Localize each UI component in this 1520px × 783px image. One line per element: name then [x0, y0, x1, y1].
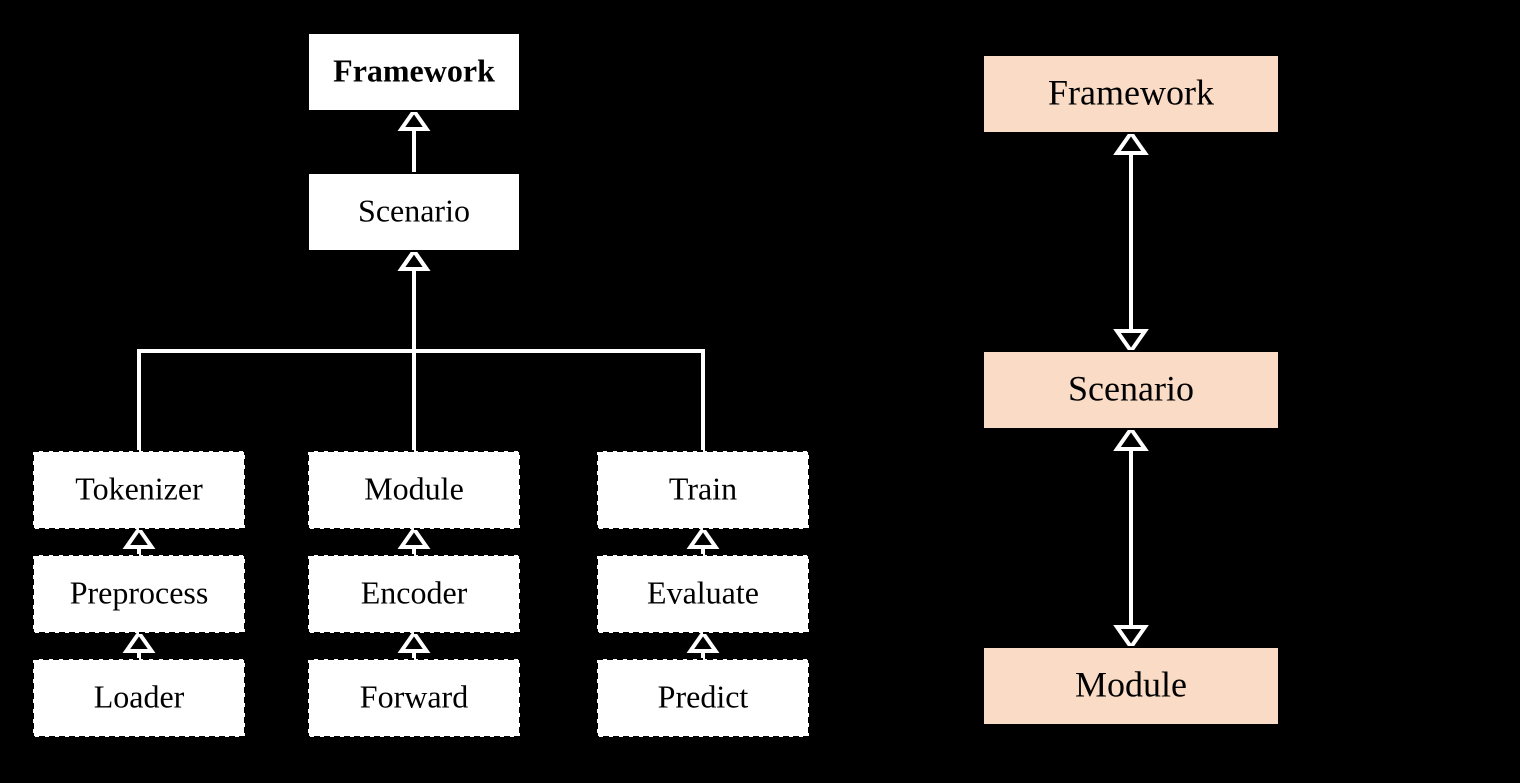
node-label-train: Train [669, 470, 737, 506]
node-label-loader: Loader [94, 678, 185, 714]
node-loader: Loader [33, 659, 245, 737]
node-label-scenario_right: Scenario [1068, 368, 1194, 408]
node-label-module: Module [364, 470, 464, 506]
node-framework_right: Framework [983, 55, 1279, 133]
node-label-encoder: Encoder [361, 574, 468, 610]
node-predict: Predict [597, 659, 809, 737]
node-train: Train [597, 451, 809, 529]
node-evaluate: Evaluate [597, 555, 809, 633]
node-label-preprocess: Preprocess [70, 574, 209, 610]
architecture-diagram: Framework Scenario Tokenizer Preprocess Load… [0, 0, 1520, 783]
node-label-framework_left: Framework [333, 52, 495, 88]
node-label-evaluate: Evaluate [647, 574, 759, 610]
node-label-predict: Predict [658, 678, 749, 714]
node-encoder: Encoder [308, 555, 520, 633]
node-label-module_right: Module [1075, 664, 1187, 704]
node-forward: Forward [308, 659, 520, 737]
node-preprocess: Preprocess [33, 555, 245, 633]
node-module_right: Module [983, 647, 1279, 725]
node-scenario_right: Scenario [983, 351, 1279, 429]
node-scenario_left: Scenario [308, 173, 520, 251]
node-tokenizer: Tokenizer [33, 451, 245, 529]
node-label-framework_right: Framework [1048, 72, 1214, 112]
node-label-forward: Forward [360, 678, 468, 714]
node-framework_left: Framework [308, 33, 520, 111]
node-module: Module [308, 451, 520, 529]
node-label-scenario_left: Scenario [358, 192, 470, 228]
node-label-tokenizer: Tokenizer [75, 470, 203, 506]
